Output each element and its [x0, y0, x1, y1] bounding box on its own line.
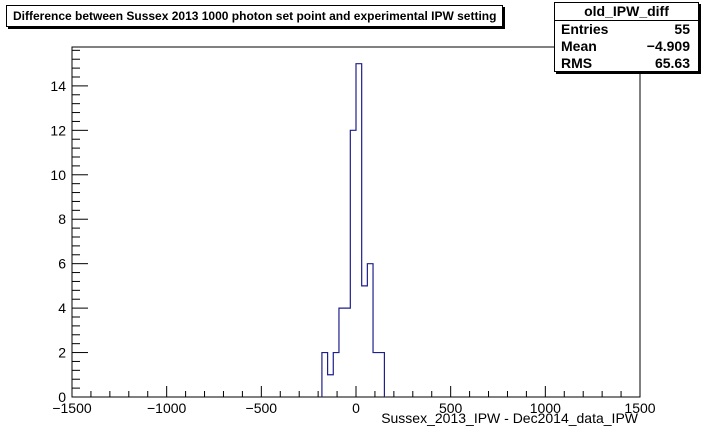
histogram-bin	[373, 353, 379, 397]
y-tick-label: 4	[58, 300, 66, 316]
histogram-bin	[362, 286, 368, 397]
stats-name: old_IPW_diff	[555, 3, 698, 21]
y-tick-label: 0	[58, 389, 66, 405]
x-tick-label: 500	[439, 400, 463, 416]
histogram-bin	[356, 64, 362, 397]
histogram-bin	[350, 130, 356, 397]
histogram-series	[321, 63, 385, 397]
stats-entries-label: Entries	[561, 21, 609, 37]
histogram-bin	[333, 353, 339, 397]
histogram-bins	[322, 64, 384, 397]
histogram-bin	[339, 308, 345, 397]
stats-rms-value: 65.63	[654, 55, 690, 71]
histogram-bin	[345, 308, 351, 397]
histogram-bin	[328, 375, 334, 397]
stats-box: old_IPW_diff Entries 55 Mean −4.909 RMS …	[554, 2, 699, 72]
y-tick-label: 10	[50, 167, 66, 183]
x-axis-title: Sussex_2013_IPW - Dec2014_data_IPW	[381, 410, 639, 426]
y-tick-label: 8	[58, 211, 66, 227]
histogram-bin	[322, 353, 328, 397]
x-tick-label: −500	[246, 400, 278, 416]
chart-title: Difference between Sussex 2013 1000 phot…	[6, 5, 504, 27]
y-tick-label: 12	[50, 122, 66, 138]
x-tick-label: 0	[352, 400, 360, 416]
histogram-bin	[379, 353, 385, 397]
stats-entries-value: 55	[674, 21, 690, 37]
y-tick-label: 6	[58, 256, 66, 272]
x-tick-label: −1500	[52, 400, 92, 416]
stats-mean-label: Mean	[561, 38, 597, 54]
stats-entries-row: Entries 55	[555, 21, 698, 38]
y-tick-label: 14	[50, 78, 66, 94]
stats-mean-value: −4.909	[646, 38, 690, 54]
x-tick-label: 1000	[530, 400, 561, 416]
x-tick-label: 1500	[624, 400, 655, 416]
chart-title-text: Difference between Sussex 2013 1000 phot…	[13, 9, 497, 23]
stats-rms-row: RMS 65.63	[555, 55, 698, 72]
x-axis-ticks: −1500 −1000 −500 0 500 1000 1500	[52, 386, 656, 416]
x-tick-label: −1000	[147, 400, 187, 416]
histogram-bin	[367, 264, 373, 397]
y-axis-ticks: 0 2 4 6 8 10 12 14	[50, 49, 88, 405]
stats-rms-label: RMS	[561, 55, 593, 71]
stats-mean-row: Mean −4.909	[555, 38, 698, 55]
y-tick-label: 2	[58, 345, 66, 361]
